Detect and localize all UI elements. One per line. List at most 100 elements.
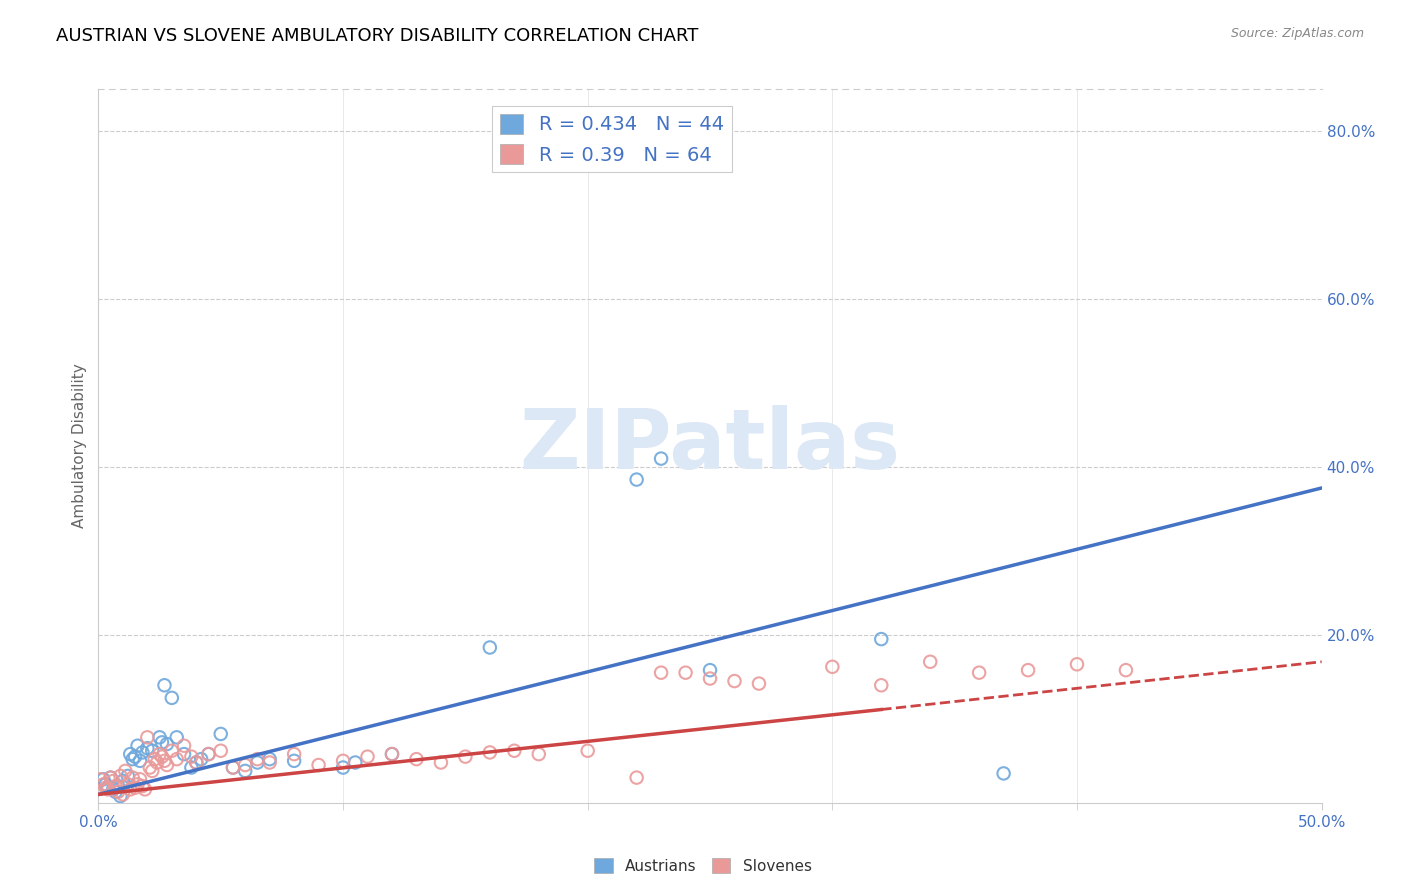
Point — [527, 747, 550, 761]
Point — [180, 749, 202, 764]
Point — [141, 744, 163, 758]
Point — [131, 746, 153, 760]
Point — [114, 764, 136, 778]
Point — [166, 731, 188, 745]
Point — [186, 756, 208, 770]
Point — [110, 789, 132, 803]
Point — [197, 747, 219, 761]
Point — [153, 754, 176, 768]
Point — [626, 771, 648, 785]
Point — [97, 782, 120, 797]
Point — [1066, 657, 1088, 672]
Point — [91, 772, 114, 787]
Point — [503, 744, 526, 758]
Point — [121, 771, 143, 785]
Point — [478, 746, 501, 760]
Legend: Austrians, Slovenes: Austrians, Slovenes — [588, 852, 818, 880]
Point — [141, 764, 163, 778]
Text: ZIPatlas: ZIPatlas — [520, 406, 900, 486]
Point — [197, 747, 219, 761]
Point — [259, 756, 281, 770]
Point — [120, 747, 142, 761]
Point — [821, 660, 844, 674]
Point — [149, 731, 172, 745]
Point — [150, 735, 173, 749]
Point — [650, 451, 672, 466]
Point — [120, 782, 142, 797]
Point — [156, 737, 179, 751]
Point — [150, 749, 173, 764]
Point — [222, 760, 245, 774]
Point — [173, 747, 195, 761]
Point — [111, 774, 134, 789]
Point — [430, 756, 453, 770]
Text: Source: ZipAtlas.com: Source: ZipAtlas.com — [1230, 27, 1364, 40]
Point — [405, 752, 427, 766]
Point — [173, 739, 195, 753]
Point — [454, 749, 477, 764]
Point — [993, 766, 1015, 780]
Point — [870, 678, 893, 692]
Point — [160, 744, 183, 758]
Point — [478, 640, 501, 655]
Point — [259, 752, 281, 766]
Point — [650, 665, 672, 680]
Point — [104, 779, 127, 793]
Point — [356, 749, 378, 764]
Point — [332, 760, 354, 774]
Point — [124, 749, 146, 764]
Point — [94, 780, 117, 795]
Point — [332, 754, 354, 768]
Point — [107, 779, 129, 793]
Point — [101, 782, 124, 797]
Point — [117, 777, 139, 791]
Point — [129, 772, 152, 787]
Point — [209, 727, 232, 741]
Point — [124, 780, 146, 795]
Point — [149, 747, 172, 761]
Point — [699, 672, 721, 686]
Point — [160, 690, 183, 705]
Point — [156, 758, 179, 772]
Point — [100, 771, 122, 785]
Point — [107, 785, 129, 799]
Point — [91, 777, 114, 791]
Point — [344, 756, 367, 770]
Point — [111, 788, 134, 802]
Point — [136, 741, 159, 756]
Point — [1017, 663, 1039, 677]
Point — [90, 772, 112, 787]
Point — [308, 758, 330, 772]
Point — [143, 752, 166, 766]
Point — [233, 758, 256, 772]
Point — [576, 744, 599, 758]
Point — [920, 655, 942, 669]
Point — [870, 632, 893, 646]
Point — [967, 665, 990, 680]
Point — [246, 756, 269, 770]
Point — [127, 739, 149, 753]
Point — [699, 663, 721, 677]
Point — [139, 760, 162, 774]
Point — [748, 676, 770, 690]
Point — [381, 747, 404, 761]
Text: AUSTRIAN VS SLOVENE AMBULATORY DISABILITY CORRELATION CHART: AUSTRIAN VS SLOVENE AMBULATORY DISABILIT… — [56, 27, 699, 45]
Point — [675, 665, 697, 680]
Point — [283, 754, 305, 768]
Y-axis label: Ambulatory Disability: Ambulatory Disability — [72, 364, 87, 528]
Point — [186, 756, 208, 770]
Point — [110, 769, 132, 783]
Point — [190, 752, 212, 766]
Point — [283, 747, 305, 761]
Legend: R = 0.434   N = 44, R = 0.39   N = 64: R = 0.434 N = 44, R = 0.39 N = 64 — [492, 106, 733, 172]
Point — [136, 731, 159, 745]
Point — [246, 752, 269, 766]
Point — [127, 777, 149, 791]
Point — [131, 779, 153, 793]
Point — [121, 752, 143, 766]
Point — [153, 678, 176, 692]
Point — [381, 747, 404, 761]
Point — [233, 764, 256, 778]
Point — [101, 774, 124, 789]
Point — [134, 782, 156, 797]
